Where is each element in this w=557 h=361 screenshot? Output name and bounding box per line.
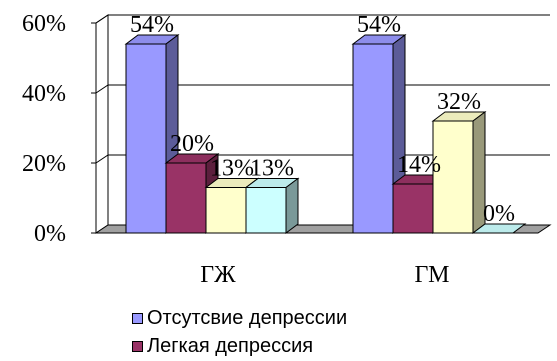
bar (431, 111, 487, 234)
data-label: 0% (483, 201, 515, 227)
data-label: 54% (130, 12, 174, 38)
legend-label: Отсутсвие депрессии (147, 307, 348, 329)
category-labels: ГЖ ГМ (200, 262, 449, 288)
legend: Отсутсвие депрессии Легкая депрессия (132, 304, 347, 360)
data-label: 13% (250, 156, 294, 182)
data-label: 13% (210, 156, 254, 182)
y-tick-label: 60% (22, 11, 66, 37)
y-axis-ticks: 0% 20% 40% 60% (22, 11, 97, 247)
legend-swatch (132, 340, 143, 352)
y-tick-label: 40% (22, 81, 66, 107)
y-tick-label: 20% (22, 151, 66, 177)
bar (164, 153, 220, 234)
bars (124, 34, 527, 234)
data-label: 32% (437, 89, 481, 115)
legend-item: Отсутсвие депрессии (132, 304, 347, 332)
category-label: ГМ (415, 262, 450, 288)
bar (244, 177, 300, 234)
legend-label: Легкая депрессия (147, 335, 314, 357)
legend-swatch (132, 312, 143, 324)
category-label: ГЖ (200, 262, 236, 288)
y-tick-label: 0% (34, 221, 66, 247)
gridline (95, 14, 550, 24)
data-label: 20% (170, 131, 214, 157)
legend-item: Легкая депрессия (132, 332, 347, 360)
side-wall (95, 14, 109, 234)
data-label: 54% (357, 12, 401, 38)
data-labels: 54% 54% 20% 14% 13% 32% 13% 0% (130, 12, 515, 227)
bar (351, 34, 407, 234)
bar (471, 223, 527, 234)
data-label: 14% (397, 152, 441, 178)
